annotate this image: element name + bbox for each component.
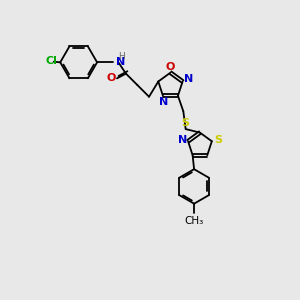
Text: Cl: Cl — [46, 56, 58, 66]
Text: O: O — [166, 62, 175, 72]
Text: N: N — [116, 57, 125, 67]
Text: N: N — [159, 97, 168, 107]
Text: N: N — [178, 135, 187, 145]
Text: S: S — [214, 135, 222, 145]
Text: H: H — [118, 52, 125, 62]
Text: S: S — [181, 118, 189, 128]
Text: O: O — [106, 74, 116, 83]
Text: CH₃: CH₃ — [184, 216, 204, 226]
Text: N: N — [184, 74, 193, 84]
